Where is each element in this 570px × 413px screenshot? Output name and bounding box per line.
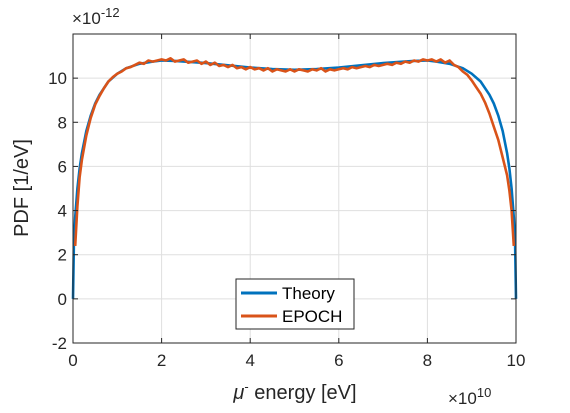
y-tick-label: -2 xyxy=(52,334,67,353)
axes-frame xyxy=(72,33,517,344)
x-axis-exponent: ×1010 xyxy=(448,385,491,408)
x-tick-label: 10 xyxy=(507,351,526,370)
x-axis-label: μ- energy [eV] xyxy=(232,379,356,404)
x-label-superscript: - xyxy=(244,379,248,394)
y-exponent-power: -12 xyxy=(101,5,120,20)
y-tick-label: 10 xyxy=(48,69,67,88)
y-exponent-base: ×10 xyxy=(72,9,101,28)
x-tick-label: 2 xyxy=(157,351,166,370)
series-line-epoch xyxy=(73,57,516,246)
x-label-text: energy [eV] xyxy=(249,382,357,404)
legend-label-epoch: EPOCH xyxy=(282,307,342,326)
legend: Theory EPOCH xyxy=(235,278,355,330)
y-tick-label: 8 xyxy=(58,113,67,132)
y-tick-label: 2 xyxy=(58,246,67,265)
y-tick-labels: -2 0 2 4 6 8 10 xyxy=(48,69,67,353)
x-tick-label: 4 xyxy=(245,351,254,370)
y-tick-label: 4 xyxy=(58,202,67,221)
x-tick-labels: 0 2 4 6 8 10 xyxy=(68,351,525,370)
x-exponent-power: 10 xyxy=(477,385,491,400)
series-lines xyxy=(71,57,518,299)
y-tick-label: 6 xyxy=(58,157,67,176)
legend-label-theory: Theory xyxy=(282,284,335,303)
x-exponent-base: ×10 xyxy=(448,389,477,408)
x-tick-label: 6 xyxy=(334,351,343,370)
x-tick-label: 0 xyxy=(68,351,77,370)
y-axis-label: PDF [1/eV] xyxy=(11,139,33,237)
x-label-symbol: μ xyxy=(232,382,244,404)
x-tick-label: 8 xyxy=(423,351,432,370)
y-axis-exponent: ×10-12 xyxy=(72,5,120,28)
y-tick-label: 0 xyxy=(58,290,67,309)
legend-box xyxy=(235,278,355,330)
axes-box xyxy=(72,33,517,344)
